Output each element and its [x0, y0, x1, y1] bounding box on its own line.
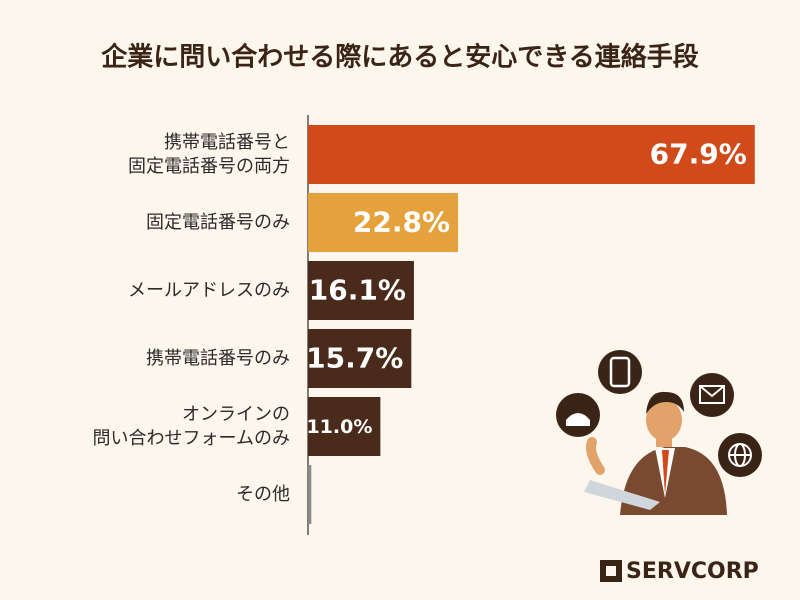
bar — [308, 125, 755, 184]
category-label: オンラインの 問い合わせフォームのみ — [92, 403, 290, 449]
value-label: 22.8% — [353, 206, 450, 239]
logo-text: SERVCORP — [626, 559, 759, 584]
category-label: 携帯電話番号のみ — [146, 347, 290, 369]
bar — [308, 465, 312, 524]
bar — [308, 261, 414, 320]
category-label: メールアドレスのみ — [128, 279, 290, 301]
logo: SERVCORP — [600, 559, 759, 584]
value-label: 11.0% — [306, 416, 372, 438]
value-label: 16.1% — [309, 274, 406, 307]
illustration — [556, 350, 762, 515]
chart-title: 企業に問い合わせる際にあると安心できる連絡手段 — [101, 42, 698, 73]
value-label: 15.7% — [306, 342, 403, 375]
value-label: 67.9% — [650, 138, 747, 171]
category-label: その他 — [236, 483, 290, 505]
bar — [308, 329, 412, 388]
bar — [308, 397, 381, 456]
category-label: 携帯電話番号と 固定電話番号の両方 — [128, 131, 290, 177]
bar — [308, 193, 459, 252]
category-label: 固定電話番号のみ — [146, 211, 290, 233]
